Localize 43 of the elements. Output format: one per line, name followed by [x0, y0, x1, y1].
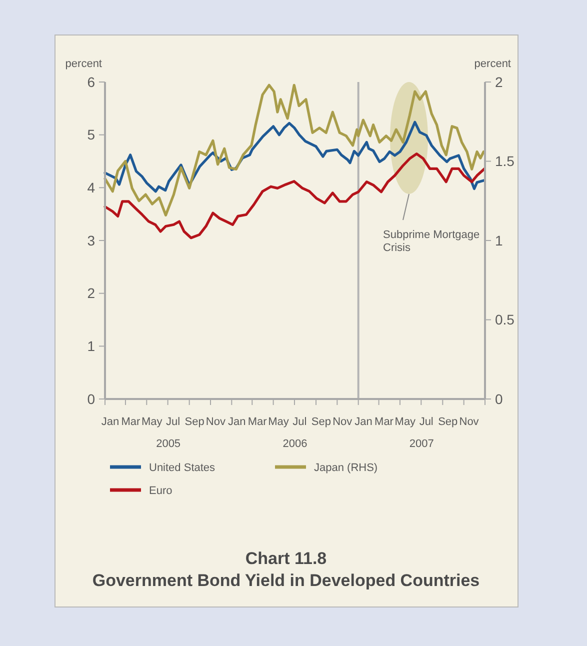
text: Government Bond Yield in Developed Countries — [92, 571, 480, 590]
line-series — [104, 152, 486, 240]
text: 2005 — [156, 438, 181, 450]
line-series — [104, 84, 485, 216]
x-tick-label: Mar — [374, 416, 394, 428]
y2-tick-label: 0 — [495, 390, 503, 407]
x-tick-label: Mar — [121, 416, 140, 428]
x-tick-label: May — [394, 416, 416, 428]
y-tick-label: 2 — [87, 285, 96, 302]
y2-tick-label: 0.5 — [495, 312, 515, 328]
y-tick-label: 4 — [87, 180, 96, 196]
x-tick-label: Nov — [206, 416, 226, 428]
legend-label: Japan (RHS) — [314, 462, 378, 474]
x-tick-label: Jan — [228, 416, 246, 428]
x-tick-label: Nov — [332, 416, 353, 428]
text: 2007 — [409, 438, 434, 450]
y-axis-title: percent — [65, 58, 102, 70]
x-tick-label: May — [268, 416, 290, 428]
x-tick-label: Jul — [419, 416, 434, 428]
x-tick-label: Jul — [292, 416, 307, 428]
x-tick-label: Mar — [248, 416, 268, 428]
legend-label: United States — [149, 462, 216, 474]
legend-label: Euro — [149, 484, 172, 497]
x-tick-label: Sep — [184, 416, 204, 428]
y-tick-label: 5 — [87, 126, 96, 143]
y-tick-label: 6 — [87, 74, 96, 90]
y-tick-label: 3 — [87, 232, 96, 248]
x-tick-label: Jan — [101, 416, 120, 428]
text: Chart 11.8 — [245, 549, 327, 568]
x-tick-label: Jul — [166, 416, 180, 428]
x-tick-label: Nov — [459, 416, 480, 428]
y-tick-label: 0 — [87, 390, 96, 407]
y2-tick-label: 1.5 — [495, 153, 515, 170]
y2-tick-label: 1 — [495, 232, 503, 248]
y2-tick-label: 2 — [495, 74, 503, 90]
x-tick-label: May — [141, 416, 163, 428]
x-tick-label: Jan — [354, 416, 372, 428]
x-tick-label: Sep — [438, 416, 458, 428]
text: 2006 — [282, 438, 308, 450]
y-tick-label: 1 — [87, 338, 96, 354]
y2-axis-title: percent — [474, 58, 511, 70]
annotation: Subprime Mortgage Crisis — [383, 229, 480, 254]
x-tick-label: Sep — [311, 416, 331, 428]
